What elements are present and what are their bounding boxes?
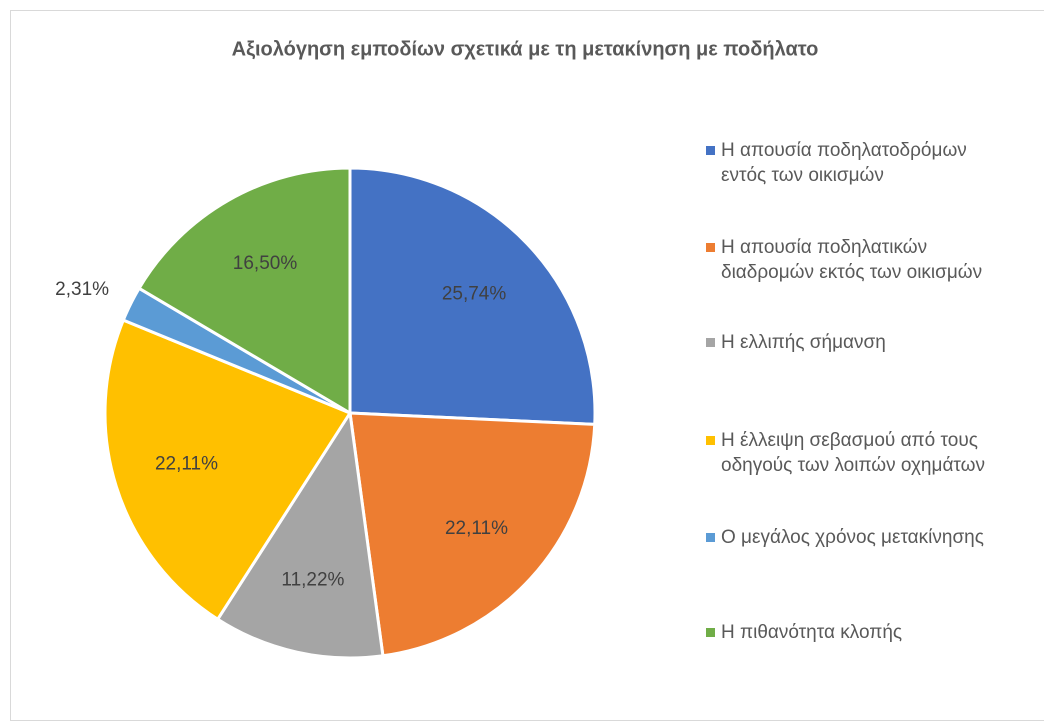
data-label: 11,22% xyxy=(281,569,344,590)
legend-item: Ο μεγάλος χρόνος μετακίνησης xyxy=(706,525,1016,550)
pie-slice xyxy=(103,318,353,622)
legend-item: Η απουσία ποδηλατικών διαδρομών εκτός τω… xyxy=(706,235,1016,285)
legend-swatch xyxy=(706,436,715,445)
data-label: 22,11% xyxy=(445,518,508,539)
legend-swatch xyxy=(706,338,715,347)
legend-label: Η έλλειψη σεβασμού από τους οδηγούς των … xyxy=(721,430,986,476)
data-label: 22,11% xyxy=(155,454,218,475)
legend-label: Η ελλιπής σήμανση xyxy=(721,332,886,353)
legend-item: Η πιθανότητα κλοπής xyxy=(706,620,1016,645)
legend-item: Η ελλιπής σήμανση xyxy=(706,330,1016,355)
pie-slice xyxy=(348,166,597,426)
data-label: 2,31% xyxy=(55,279,109,300)
legend-label: Η απουσία ποδηλατοδρόμων εντός των οικισ… xyxy=(721,140,967,186)
pie-slice xyxy=(215,408,385,660)
legend-swatch xyxy=(706,628,715,637)
legend-swatch xyxy=(706,146,715,155)
legend-label: Η απουσία ποδηλατικών διαδρομών εκτός τω… xyxy=(721,237,983,283)
legend-item: Η απουσία ποδηλατοδρόμων εντός των οικισ… xyxy=(706,138,1016,188)
data-label: 16,50% xyxy=(233,253,298,274)
pie-slice xyxy=(348,411,597,658)
pie-slice xyxy=(137,166,352,416)
legend-swatch xyxy=(706,243,715,252)
legend-item: Η έλλειψη σεβασμού από τους οδηγούς των … xyxy=(706,428,1016,478)
legend-label: Η πιθανότητα κλοπής xyxy=(721,622,903,643)
data-label: 25,74% xyxy=(442,284,507,305)
legend-label: Ο μεγάλος χρόνος μετακίνησης xyxy=(721,527,984,548)
legend-swatch xyxy=(706,533,715,542)
chart-title: Αξιολόγηση εμποδίων σχετικά με τη μετακί… xyxy=(232,38,819,60)
